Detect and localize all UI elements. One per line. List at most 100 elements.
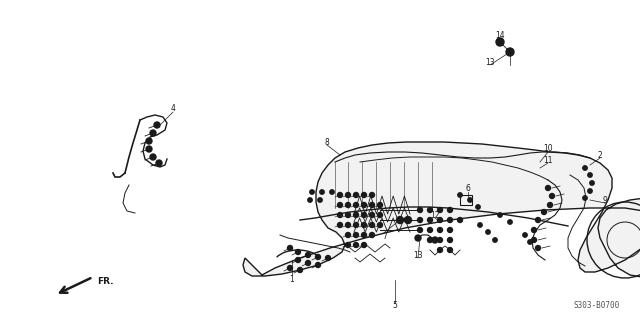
Circle shape	[590, 181, 594, 185]
Circle shape	[353, 212, 358, 218]
Circle shape	[316, 262, 321, 268]
Text: 6: 6	[465, 183, 470, 193]
Circle shape	[493, 238, 497, 242]
Circle shape	[531, 228, 536, 233]
Circle shape	[362, 193, 367, 197]
Text: 12: 12	[430, 211, 440, 220]
Circle shape	[346, 243, 351, 247]
Circle shape	[353, 243, 358, 247]
Circle shape	[362, 212, 367, 218]
Circle shape	[150, 130, 156, 136]
Text: 8: 8	[324, 138, 330, 147]
Circle shape	[536, 245, 541, 251]
Circle shape	[583, 166, 588, 170]
Text: 10: 10	[543, 143, 553, 153]
Text: 4: 4	[171, 103, 175, 113]
Circle shape	[438, 218, 442, 222]
Circle shape	[478, 223, 482, 227]
Circle shape	[528, 240, 532, 244]
Circle shape	[486, 230, 490, 234]
Circle shape	[428, 218, 433, 222]
Text: 1: 1	[290, 276, 294, 284]
Circle shape	[447, 228, 452, 233]
Circle shape	[337, 212, 342, 218]
Bar	[460, 195, 472, 205]
Circle shape	[438, 228, 442, 233]
Circle shape	[468, 198, 472, 202]
Circle shape	[550, 194, 554, 198]
Circle shape	[346, 222, 351, 228]
Circle shape	[362, 233, 367, 237]
Circle shape	[536, 218, 541, 222]
Circle shape	[330, 190, 334, 194]
Circle shape	[287, 266, 292, 270]
Circle shape	[310, 190, 314, 194]
Circle shape	[438, 207, 442, 212]
Circle shape	[326, 255, 330, 260]
Circle shape	[476, 205, 480, 209]
Circle shape	[346, 203, 351, 207]
Text: S303-B0700: S303-B0700	[573, 301, 620, 310]
Polygon shape	[243, 142, 640, 278]
Circle shape	[369, 233, 374, 237]
Circle shape	[353, 203, 358, 207]
Circle shape	[305, 252, 310, 258]
Circle shape	[369, 222, 374, 228]
Circle shape	[523, 233, 527, 237]
Circle shape	[583, 196, 588, 200]
Circle shape	[447, 247, 452, 252]
Circle shape	[353, 233, 358, 237]
Circle shape	[447, 218, 452, 222]
Circle shape	[496, 38, 504, 46]
Circle shape	[378, 203, 383, 207]
Circle shape	[296, 258, 301, 262]
Circle shape	[316, 254, 321, 260]
Circle shape	[346, 193, 351, 197]
Circle shape	[369, 193, 374, 197]
Circle shape	[545, 186, 550, 190]
Circle shape	[353, 222, 358, 228]
Circle shape	[498, 213, 502, 217]
Circle shape	[369, 203, 374, 207]
Circle shape	[397, 217, 403, 223]
Text: 14: 14	[495, 30, 505, 39]
Circle shape	[296, 250, 301, 254]
Text: 9: 9	[603, 196, 607, 204]
Circle shape	[417, 207, 422, 212]
Circle shape	[588, 173, 592, 177]
Circle shape	[362, 222, 367, 228]
Circle shape	[541, 210, 547, 214]
Circle shape	[458, 218, 463, 222]
Circle shape	[378, 222, 383, 228]
Circle shape	[428, 237, 433, 243]
Circle shape	[346, 233, 351, 237]
Circle shape	[447, 237, 452, 243]
Circle shape	[146, 146, 152, 152]
Circle shape	[150, 154, 156, 160]
Circle shape	[308, 198, 312, 202]
Circle shape	[337, 193, 342, 197]
Text: 2: 2	[598, 150, 602, 159]
Text: 11: 11	[543, 156, 553, 164]
Circle shape	[320, 190, 324, 194]
Circle shape	[154, 122, 160, 128]
Circle shape	[362, 243, 367, 247]
Circle shape	[428, 228, 433, 233]
Circle shape	[362, 203, 367, 207]
Text: 13: 13	[413, 251, 423, 260]
Circle shape	[508, 220, 512, 224]
Circle shape	[305, 260, 310, 266]
Text: FR.: FR.	[97, 276, 113, 285]
Circle shape	[588, 189, 592, 193]
Circle shape	[404, 217, 412, 223]
Circle shape	[415, 235, 421, 241]
Circle shape	[506, 48, 514, 56]
Circle shape	[337, 222, 342, 228]
Circle shape	[378, 212, 383, 218]
Circle shape	[417, 228, 422, 233]
Circle shape	[337, 203, 342, 207]
Circle shape	[287, 245, 292, 251]
Text: 7: 7	[383, 231, 387, 241]
Circle shape	[547, 203, 552, 207]
Circle shape	[531, 237, 536, 243]
